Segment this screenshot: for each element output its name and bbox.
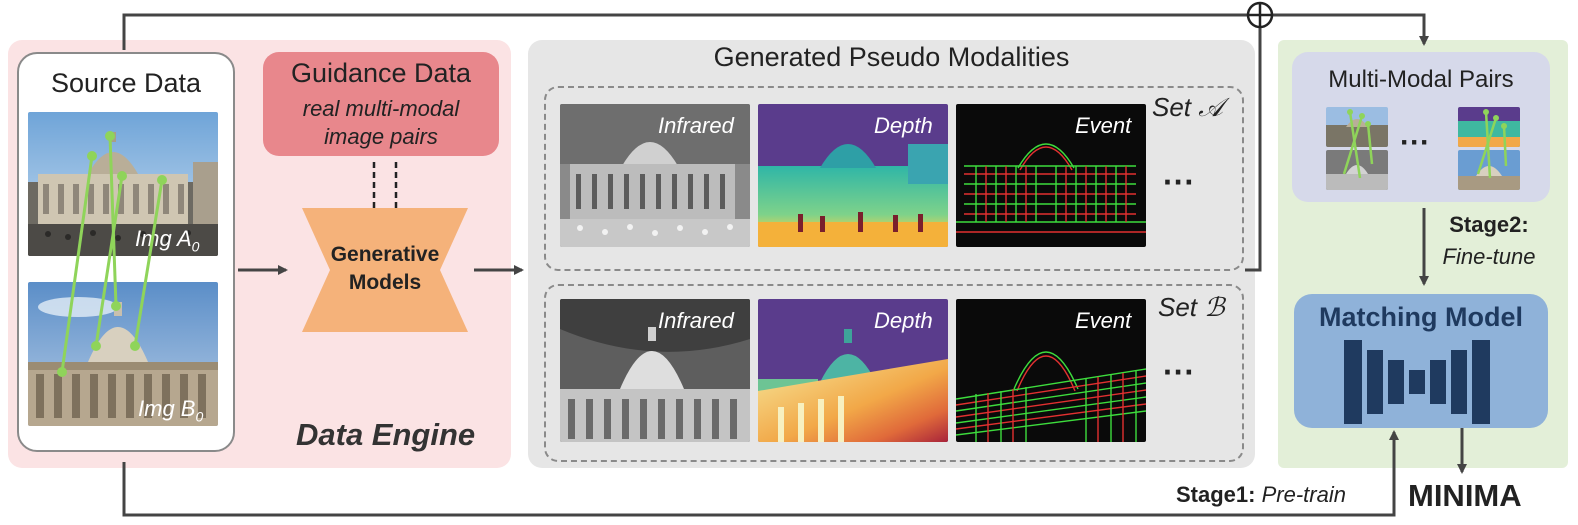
set-a-event-label: Event <box>1075 113 1132 138</box>
top-feedback-line <box>122 13 1429 50</box>
set-a-ellipsis: ··· <box>1163 164 1195 200</box>
set-a-event-image <box>956 104 1146 247</box>
matching-model-title: Matching Model <box>1319 302 1523 332</box>
pseudo-modalities-title: Generated Pseudo Modalities <box>713 42 1070 72</box>
set-b-ellipsis: ··· <box>1163 354 1195 390</box>
pairs-match-lines <box>1342 109 1508 179</box>
source-data-title: Source Data <box>50 68 202 98</box>
pairs-ellipsis: ··· <box>1400 126 1430 159</box>
img-b-label: Img B0 <box>138 396 204 425</box>
stage1-line <box>122 430 1399 517</box>
set-a-label: Set 𝒜 <box>1152 92 1223 122</box>
set-b-event-image <box>956 299 1146 442</box>
set-a-infrared-image <box>560 104 750 247</box>
set-a-depth-image <box>758 104 948 247</box>
matching-model-box <box>1294 294 1548 428</box>
stage1-bold: Stage1: <box>1176 482 1256 507</box>
plus-circle-icon <box>1246 1 1274 29</box>
generative-models-shape <box>302 208 468 332</box>
stage2-italic: Fine-tune <box>1442 244 1536 269</box>
set-b-infrared-label: Infrared <box>658 308 734 333</box>
img-a-label: Img A0 <box>135 226 200 255</box>
set-b-infrared-image <box>560 299 750 442</box>
data-engine-label: Data Engine <box>296 417 476 452</box>
generative-models-line1: Generative <box>330 243 440 266</box>
set-b-event-label: Event <box>1075 308 1132 333</box>
guidance-data-line1: real multi-modal <box>302 96 460 121</box>
source-image-a <box>28 112 218 256</box>
source-image-b <box>28 282 218 426</box>
guidance-data-box <box>263 52 499 156</box>
stage2-bold: Stage2: <box>1449 212 1529 237</box>
set-a-box <box>544 86 1244 271</box>
set-a-infrared-label: Infrared <box>658 113 734 138</box>
minima-label: MINIMA <box>1408 478 1522 513</box>
matching-network-icon <box>1344 340 1490 424</box>
multi-modal-pairs-title: Multi-Modal Pairs <box>1328 66 1514 93</box>
set-b-label: Set ℬ <box>1158 292 1225 322</box>
stage1-label: Stage1: Pre-train <box>1176 482 1346 508</box>
set-a-output-line <box>1245 15 1262 272</box>
set-a-depth-label: Depth <box>874 113 933 138</box>
source-match-lines <box>57 131 167 377</box>
stage1-italic: Pre-train <box>1261 482 1346 507</box>
generative-models-line2: Models <box>348 271 422 294</box>
guidance-data-line2: image pairs <box>324 124 438 149</box>
set-b-depth-image <box>758 299 948 442</box>
set-b-box <box>544 284 1244 462</box>
guidance-data-title: Guidance Data <box>290 58 472 88</box>
set-b-depth-label: Depth <box>874 308 933 333</box>
